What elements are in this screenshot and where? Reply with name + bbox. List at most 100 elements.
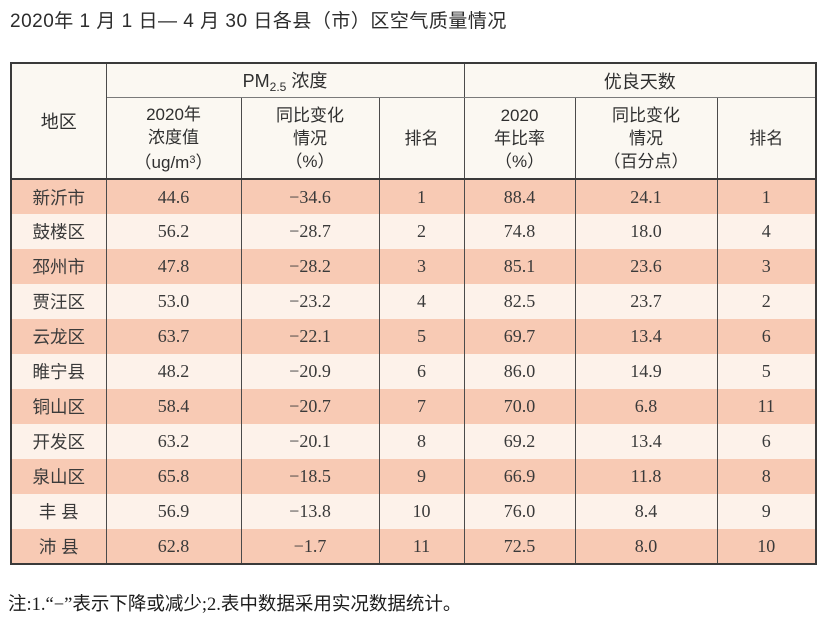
ug-m3-prefix: （ug/m [134,152,190,172]
pm-rank-cell: 8 [378,424,465,459]
pm-label: PM [242,71,270,91]
pm-value-cell: 47.8 [105,249,242,284]
good-rank-cell: 3 [716,249,817,284]
header-good-change-line2: 情况 [629,128,664,148]
pm-value-cell: 56.2 [105,214,242,249]
good-change-cell: 8.0 [574,529,718,564]
good-rate-cell: 69.2 [463,424,576,459]
header-good-rate-line3: （%） [494,151,545,171]
good-rate-cell: 82.5 [463,284,576,319]
table-row: 泉山区 65.8 −18.5 9 66.9 11.8 8 [10,459,817,494]
good-rank-cell: 2 [716,284,817,319]
region-cell: 贾汪区 [10,284,107,319]
pm-value-cell: 44.6 [105,179,242,214]
good-change-cell: 11.8 [574,459,718,494]
table-row: 丰 县 56.9 −13.8 10 76.0 8.4 9 [10,494,817,529]
table-row: 铜山区 58.4 −20.7 7 70.0 6.8 11 [10,389,817,424]
good-change-cell: 6.8 [574,389,718,424]
header-pm-value-line2: 浓度值 [148,127,199,147]
good-rate-cell: 69.7 [463,319,576,354]
pm-rank-cell: 2 [378,214,465,249]
air-quality-table: 地区 PM2.5 浓度 优良天数 2020年 浓度值 （ug/m3） 同比变化 … [10,62,818,565]
pm-rank-cell: 5 [378,319,465,354]
good-rate-cell: 66.9 [463,459,576,494]
pm-value-cell: 48.2 [105,354,242,389]
good-change-cell: 13.4 [574,424,718,459]
pm-value-cell: 58.4 [105,389,242,424]
header-pm-change-line2: 情况 [293,128,327,148]
good-rate-cell: 85.1 [463,249,576,284]
header-good-days-group: 优良天数 [463,63,817,98]
pm-value-cell: 65.8 [105,459,242,494]
header-group-row: 地区 PM2.5 浓度 优良天数 [10,63,817,180]
header-good-change-line3: （百分点） [603,151,689,171]
region-cell: 泉山区 [10,459,107,494]
good-rate-cell: 86.0 [463,354,576,389]
good-rank-cell: 8 [716,459,817,494]
pm-rank-cell: 6 [378,354,465,389]
good-rate-cell: 76.0 [463,494,576,529]
good-rank-cell: 1 [716,179,817,214]
table-row: 开发区 63.2 −20.1 8 69.2 13.4 6 [10,424,817,459]
table-row: 新沂市 44.6 −34.6 1 88.4 24.1 1 [10,179,817,214]
pm-suffix: 浓度 [286,71,328,91]
region-cell: 睢宁县 [10,354,107,389]
cube-superscript: 3 [189,153,196,166]
header-good-rate: 2020 年比率 （%） [463,97,576,180]
good-change-cell: 23.6 [574,249,718,284]
good-rank-cell: 5 [716,354,817,389]
table-row: 睢宁县 48.2 −20.9 6 86.0 14.9 5 [10,354,817,389]
footnote: 注:1.“−”表示下降或减少;2.表中数据采用实况数据统计。 [8,595,462,615]
pm-change-cell: −20.9 [240,354,380,389]
table-row: 邳州市 47.8 −28.2 3 85.1 23.6 3 [10,249,817,284]
header-pm25-group: PM2.5 浓度 [105,63,465,98]
region-cell: 铜山区 [10,389,107,424]
pm-change-cell: −20.1 [240,424,380,459]
good-change-cell: 23.7 [574,284,718,319]
ug-m3-suffix: ） [195,152,213,172]
good-rank-cell: 6 [716,319,817,354]
header-good-change-line1: 同比变化 [612,105,681,125]
good-change-cell: 18.0 [574,214,718,249]
good-change-cell: 8.4 [574,494,718,529]
header-good-rate-line1: 2020 [500,105,539,125]
header-pm-value-line1: 2020年 [146,104,201,124]
pm-value-cell: 62.8 [105,529,242,564]
pm-change-cell: −20.7 [240,389,380,424]
pm-change-cell: −23.2 [240,284,380,319]
good-rank-cell: 9 [716,494,817,529]
pm-rank-cell: 11 [378,529,465,564]
table-header: 地区 PM2.5 浓度 优良天数 2020年 浓度值 （ug/m3） 同比变化 … [10,63,817,180]
pm-change-cell: −22.1 [240,319,380,354]
region-cell: 邳州市 [10,249,107,284]
table-row: 贾汪区 53.0 −23.2 4 82.5 23.7 2 [10,284,817,319]
pm-value-cell: 63.7 [105,319,242,354]
pm-change-cell: −1.7 [240,529,380,564]
region-cell: 鼓楼区 [10,214,107,249]
good-change-cell: 24.1 [574,179,718,214]
table-row: 云龙区 63.7 −22.1 5 69.7 13.4 6 [10,319,817,354]
table-row: 沛 县 62.8 −1.7 11 72.5 8.0 10 [10,529,817,564]
good-rank-cell: 6 [716,424,817,459]
pm-value-cell: 63.2 [105,424,242,459]
good-change-cell: 14.9 [574,354,718,389]
pm-value-cell: 56.9 [105,494,242,529]
pm-value-cell: 53.0 [105,284,242,319]
good-rate-cell: 70.0 [463,389,576,424]
pm-rank-cell: 4 [378,284,465,319]
good-change-cell: 13.4 [574,319,718,354]
pm-change-cell: −18.5 [240,459,380,494]
header-pm-change: 同比变化 情况 （%） [240,97,380,180]
pm-change-cell: −13.8 [240,494,380,529]
page-title: 2020年 1 月 1 日— 4 月 30 日各县（市）区空气质量情况 [10,11,507,32]
region-cell: 丰 县 [10,494,107,529]
header-pm-rank: 排名 [378,97,465,180]
table-body: 新沂市 44.6 −34.6 1 88.4 24.1 1 鼓楼区 56.2 −2… [10,179,817,564]
region-cell: 新沂市 [10,179,107,214]
pm-rank-cell: 7 [378,389,465,424]
region-cell: 沛 县 [10,529,107,564]
header-pm-value-line3: （ug/m3） [107,149,241,174]
header-good-rank: 排名 [716,97,817,180]
pm-rank-cell: 10 [378,494,465,529]
